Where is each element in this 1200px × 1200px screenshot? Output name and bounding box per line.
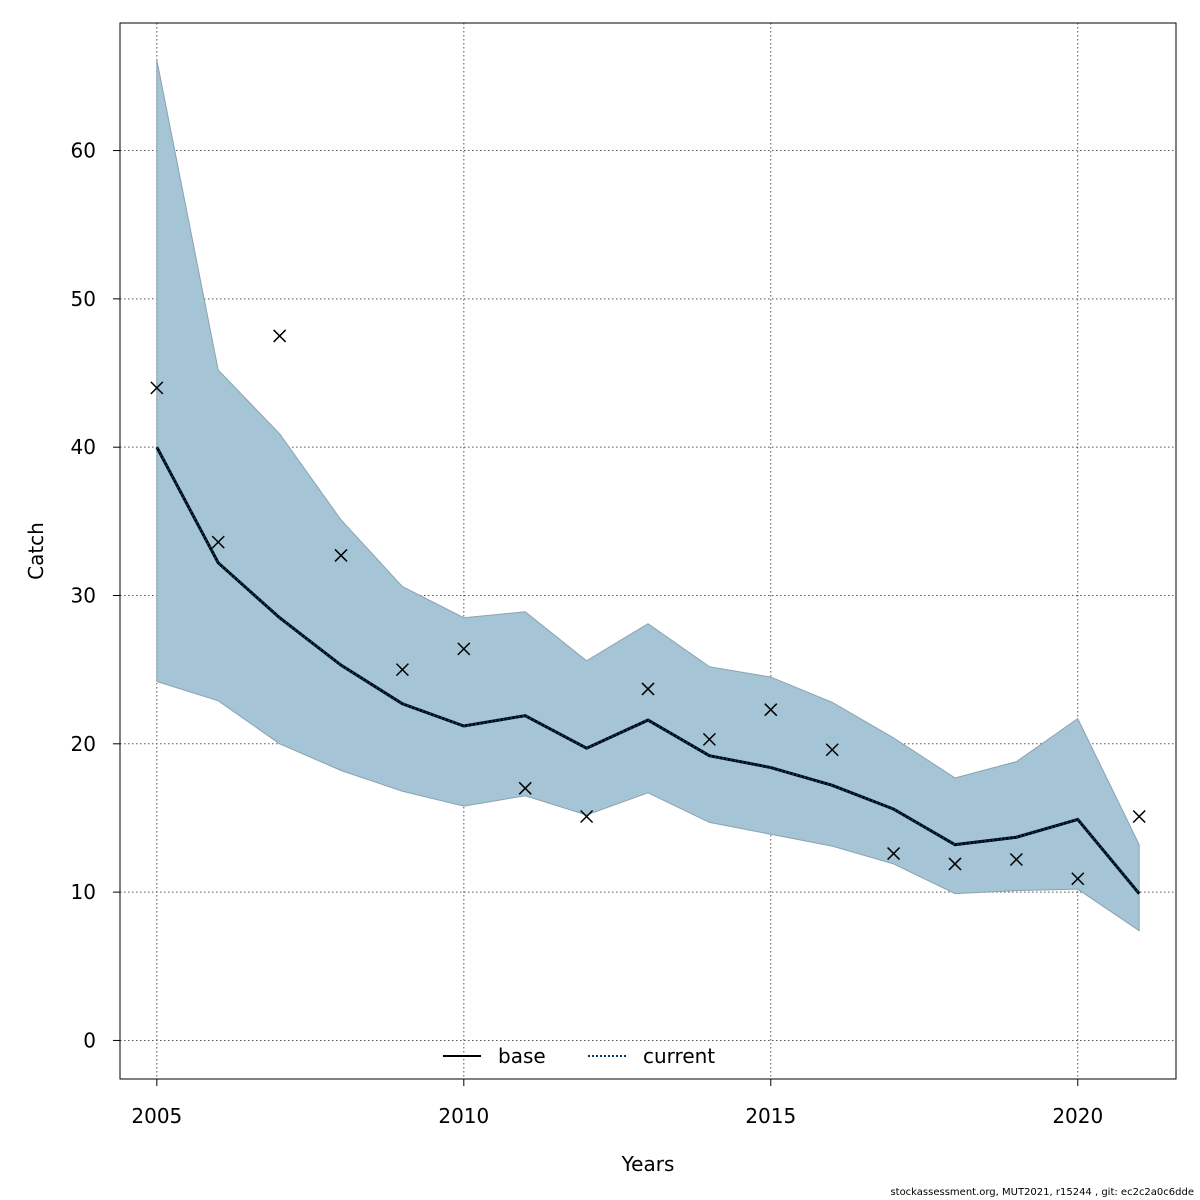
observed-point-2014	[702, 732, 716, 746]
x-tick-label-2015: 2015	[745, 1104, 796, 1128]
observed-point-stroke	[887, 847, 901, 861]
y-tick-label-60: 60	[71, 139, 96, 163]
observed-point-stroke	[334, 548, 348, 562]
observed-point-stroke	[764, 703, 778, 717]
observed-point-stroke	[273, 329, 287, 343]
legend: base current	[443, 1044, 715, 1068]
observed-point-2005	[150, 381, 164, 395]
observed-point-stroke	[641, 682, 655, 696]
observed-point-stroke	[150, 381, 164, 395]
observed-point-stroke	[948, 857, 962, 871]
observed-point-stroke	[211, 535, 225, 549]
series-lines-layer	[155, 446, 1141, 895]
footer-credit: stockassessment.org, MUT2021, r15244 , g…	[890, 1187, 1194, 1198]
y-tick-label-20: 20	[71, 732, 96, 756]
y-tick-label-30: 30	[71, 583, 96, 607]
observed-point-stroke	[825, 743, 839, 757]
observed-point-2017	[887, 847, 901, 861]
observed-point-2020	[1071, 872, 1085, 886]
observed-point-2016	[825, 743, 839, 757]
observed-point-stroke	[702, 732, 716, 746]
observed-point-2018	[948, 857, 962, 871]
y-tick-label-50: 50	[71, 287, 96, 311]
observed-point-stroke	[580, 809, 594, 824]
observed-point-2013	[641, 682, 655, 696]
observed-point-stroke	[457, 642, 471, 656]
observed-point-2015	[764, 703, 778, 717]
x-axis-title: Years	[621, 1152, 675, 1176]
confidence-band-layer	[156, 59, 1140, 932]
observed-point-2010	[457, 642, 471, 656]
observed-point-stroke	[518, 781, 532, 795]
observed-point-2007	[273, 329, 287, 343]
observed-points-layer	[150, 329, 1146, 886]
current-line	[155, 446, 1140, 895]
legend-base-label: base	[498, 1044, 546, 1068]
y-axis-title: Catch	[24, 522, 48, 580]
observed-point-2011	[518, 781, 532, 795]
x-tick-label-2005: 2005	[131, 1104, 182, 1128]
x-tick-label-2010: 2010	[438, 1104, 489, 1128]
observed-point-2006	[211, 535, 225, 549]
y-tick-label-10: 10	[71, 880, 96, 904]
observed-point-stroke	[395, 663, 409, 677]
plot-frame	[119, 22, 1177, 1080]
observed-point-2009	[395, 663, 409, 677]
observed-point-stroke	[1071, 872, 1085, 886]
x-tick-label-2020: 2020	[1052, 1104, 1103, 1128]
observed-point-2008	[334, 548, 348, 562]
legend-current-label: current	[643, 1044, 715, 1068]
observed-point-2012	[580, 809, 594, 824]
confidence-band	[156, 59, 1140, 932]
observed-point-2019	[1009, 852, 1023, 867]
axes-layer: 2005 2010 2015 2020 0 10 20 30 40 50 60	[71, 22, 1177, 1128]
y-tick-label-40: 40	[71, 435, 96, 459]
y-tick-label-0: 0	[83, 1028, 96, 1052]
observed-point-stroke	[1009, 852, 1023, 867]
observed-point-2021	[1132, 809, 1146, 824]
observed-point-stroke	[1132, 809, 1146, 824]
